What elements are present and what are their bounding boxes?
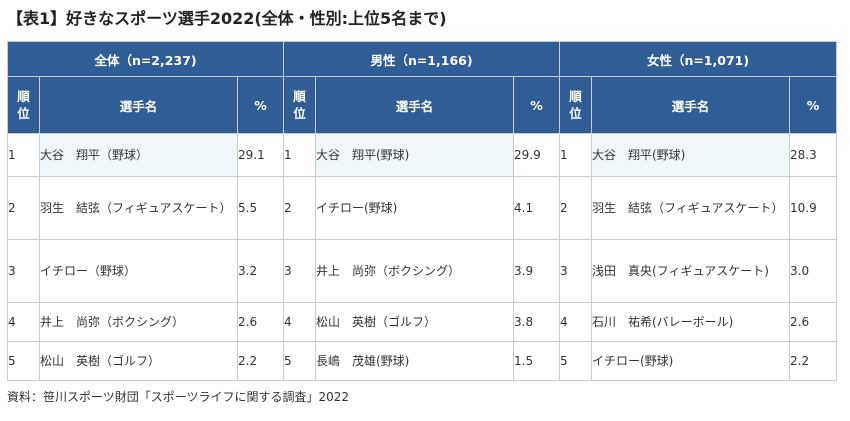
group-header-all: 全体（n=2,237) (7, 41, 284, 77)
percent-cell: 3.2 (237, 239, 284, 303)
column-header-rank: 順位 (7, 76, 40, 134)
athlete-name-cell: 大谷 翔平（野球） (39, 133, 238, 177)
rank-cell: 5 (283, 341, 316, 381)
source-note: 資料：笹川スポーツ財団「スポーツライフに関する調査」2022 (7, 390, 350, 404)
column-header-pct: % (237, 76, 284, 134)
column-header-name: 選手名 (39, 76, 238, 134)
athlete-name-cell: 長嶋 茂雄(野球) (315, 341, 514, 381)
percent-cell: 28.3 (789, 133, 837, 177)
ranking-table: 全体（n=2,237) 男性（n=1,166) 女性（n=1,071) 順位 選… (7, 41, 837, 381)
athlete-name-cell: 松山 英樹（ゴルフ） (315, 302, 514, 342)
athlete-name-cell: イチロー（野球） (39, 239, 238, 303)
athlete-name-cell: 羽生 結弦（フィギュアスケート） (39, 176, 238, 240)
athlete-name-cell: 大谷 翔平(野球) (315, 133, 514, 177)
percent-cell: 1.5 (513, 341, 560, 381)
rank-cell: 1 (7, 133, 40, 177)
table-row: 5 松山 英樹（ゴルフ） 2.2 5 長嶋 茂雄(野球) 1.5 5 イチロー(… (7, 341, 837, 381)
rank-cell: 2 (7, 176, 40, 240)
percent-cell: 29.1 (237, 133, 284, 177)
rank-cell: 4 (7, 302, 40, 342)
column-header-rank: 順位 (283, 76, 316, 134)
percent-cell: 2.6 (789, 302, 837, 342)
athlete-name-cell: 石川 祐希(バレーボール) (591, 302, 790, 342)
table-row: 1 大谷 翔平（野球） 29.1 1 大谷 翔平(野球) 29.9 1 大谷 翔… (7, 133, 837, 177)
rank-cell: 5 (7, 341, 40, 381)
rank-cell: 4 (283, 302, 316, 342)
column-header-rank: 順位 (559, 76, 592, 134)
rank-cell: 2 (559, 176, 592, 240)
athlete-name-cell: 羽生 結弦（フィギュアスケート） (591, 176, 790, 240)
athlete-name-cell: イチロー(野球) (315, 176, 514, 240)
table-row: 4 井上 尚弥（ボクシング） 2.6 4 松山 英樹（ゴルフ） 3.8 4 石川… (7, 302, 837, 342)
percent-cell: 3.9 (513, 239, 560, 303)
athlete-name-cell: 井上 尚弥（ボクシング） (39, 302, 238, 342)
rank-cell: 5 (559, 341, 592, 381)
percent-cell: 29.9 (513, 133, 560, 177)
percent-cell: 3.8 (513, 302, 560, 342)
percent-cell: 5.5 (237, 176, 284, 240)
group-header-female: 女性（n=1,071) (559, 41, 837, 77)
percent-cell: 2.2 (237, 341, 284, 381)
percent-cell: 10.9 (789, 176, 837, 240)
athlete-name-cell: 松山 英樹（ゴルフ） (39, 341, 238, 381)
column-header-pct: % (513, 76, 560, 134)
rank-cell: 3 (7, 239, 40, 303)
rank-cell: 1 (283, 133, 316, 177)
athlete-name-cell: 浅田 真央(フィギュアスケート) (591, 239, 790, 303)
athlete-name-cell: イチロー(野球) (591, 341, 790, 381)
rank-cell: 2 (283, 176, 316, 240)
rank-cell: 1 (559, 133, 592, 177)
percent-cell: 2.2 (789, 341, 837, 381)
athlete-name-cell: 大谷 翔平(野球) (591, 133, 790, 177)
table-row: 2 羽生 結弦（フィギュアスケート） 5.5 2 イチロー(野球) 4.1 2 … (7, 176, 837, 240)
athlete-name-cell: 井上 尚弥（ボクシング） (315, 239, 514, 303)
percent-cell: 3.0 (789, 239, 837, 303)
table-title: 【表1】好きなスポーツ選手2022(全体・性別:上位5名まで) (7, 9, 447, 28)
group-header-male: 男性（n=1,166) (283, 41, 560, 77)
table-row: 3 イチロー（野球） 3.2 3 井上 尚弥（ボクシング） 3.9 3 浅田 真… (7, 239, 837, 303)
column-header-name: 選手名 (591, 76, 790, 134)
rank-cell: 3 (283, 239, 316, 303)
percent-cell: 4.1 (513, 176, 560, 240)
column-header-name: 選手名 (315, 76, 514, 134)
rank-cell: 4 (559, 302, 592, 342)
percent-cell: 2.6 (237, 302, 284, 342)
column-header-pct: % (789, 76, 837, 134)
rank-cell: 3 (559, 239, 592, 303)
